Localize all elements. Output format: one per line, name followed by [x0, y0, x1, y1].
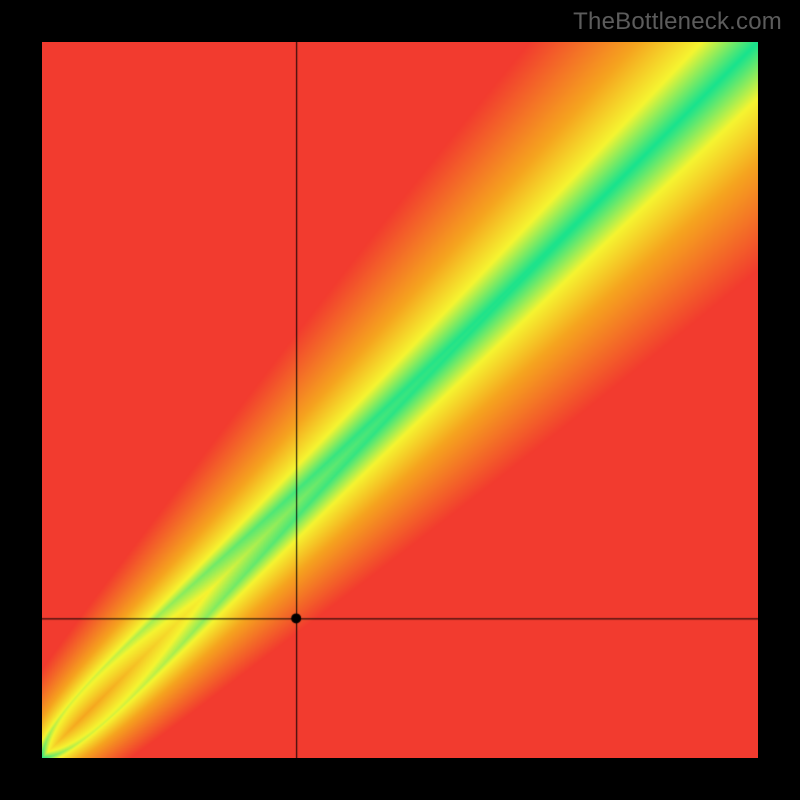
chart-container: TheBottleneck.com	[0, 0, 800, 800]
plot-area	[42, 42, 758, 758]
attribution-label: TheBottleneck.com	[573, 8, 782, 36]
heatmap-canvas	[42, 42, 758, 758]
